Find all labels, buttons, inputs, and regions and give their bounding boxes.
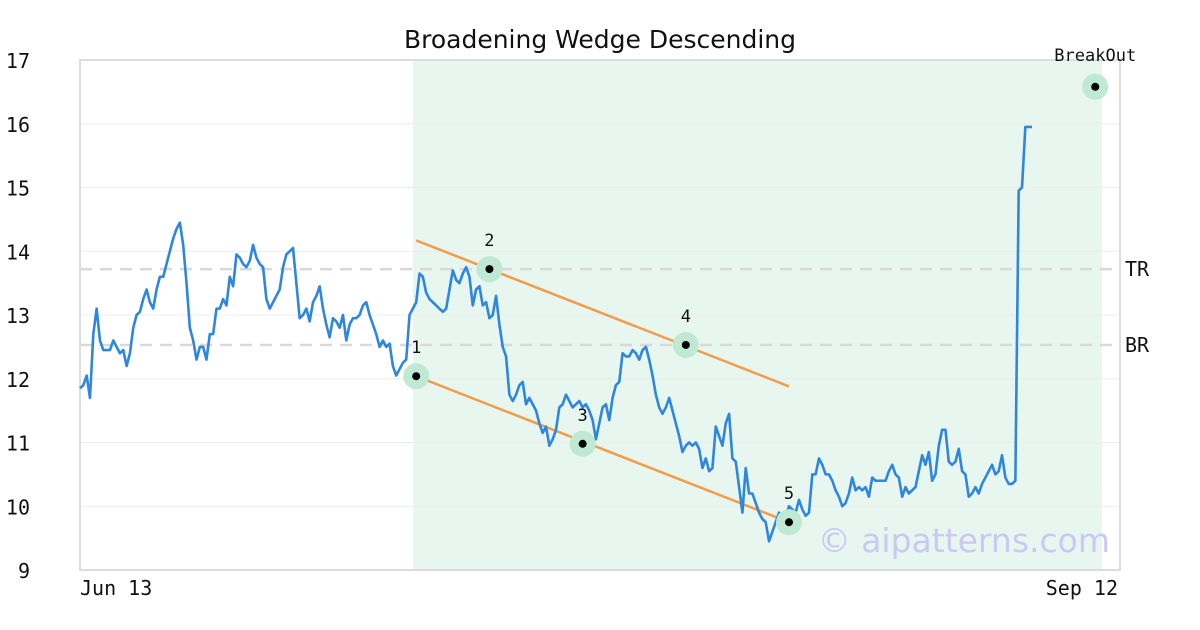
watermark: © aipatterns.com <box>818 521 1110 560</box>
point-label: 5 <box>784 484 794 504</box>
point-dot <box>1091 82 1100 91</box>
breakout-label: BreakOut <box>1054 46 1136 66</box>
point-dot <box>681 340 690 349</box>
price-line <box>79 125 1032 543</box>
point-dot <box>412 372 421 381</box>
y-ticks: 9 10 11 12 13 14 15 16 17 <box>6 49 30 583</box>
watermark-layer: © aipatterns.com <box>818 521 1110 560</box>
pattern-points: 1 2 3 4 5 BreakOut <box>403 46 1136 536</box>
series-layer <box>79 125 1032 543</box>
point-label: 3 <box>578 406 588 426</box>
point-label: 4 <box>681 307 691 327</box>
y-tick-label: 13 <box>6 304 30 328</box>
level-label: BR <box>1125 333 1150 357</box>
y-tick-label: 15 <box>6 177 30 201</box>
y-tick-label: 10 <box>6 495 30 519</box>
trend-line-lower <box>415 375 790 524</box>
point-dot <box>578 439 587 448</box>
chart-title: Broadening Wedge Descending <box>404 25 796 54</box>
grid-layer <box>80 123 1120 507</box>
x-ticks: Jun 13 Sep 12 <box>80 576 1118 600</box>
x-tick-label: Jun 13 <box>80 576 152 600</box>
y-tick-label: 17 <box>6 49 30 73</box>
point-dot <box>785 518 794 527</box>
y-tick-label: 9 <box>18 559 30 583</box>
plot-frame <box>79 59 1121 571</box>
y-tick-label: 16 <box>6 113 30 137</box>
x-tick-label: Sep 12 <box>1046 576 1118 600</box>
point-dot <box>485 265 494 274</box>
point-label: 1 <box>411 338 421 358</box>
levels-layer: TR BR <box>80 257 1150 357</box>
y-tick-label: 14 <box>6 240 30 264</box>
y-tick-label: 12 <box>6 368 30 392</box>
level-label: TR <box>1125 257 1150 281</box>
point-label: 2 <box>484 231 494 251</box>
y-tick-label: 11 <box>6 432 30 456</box>
